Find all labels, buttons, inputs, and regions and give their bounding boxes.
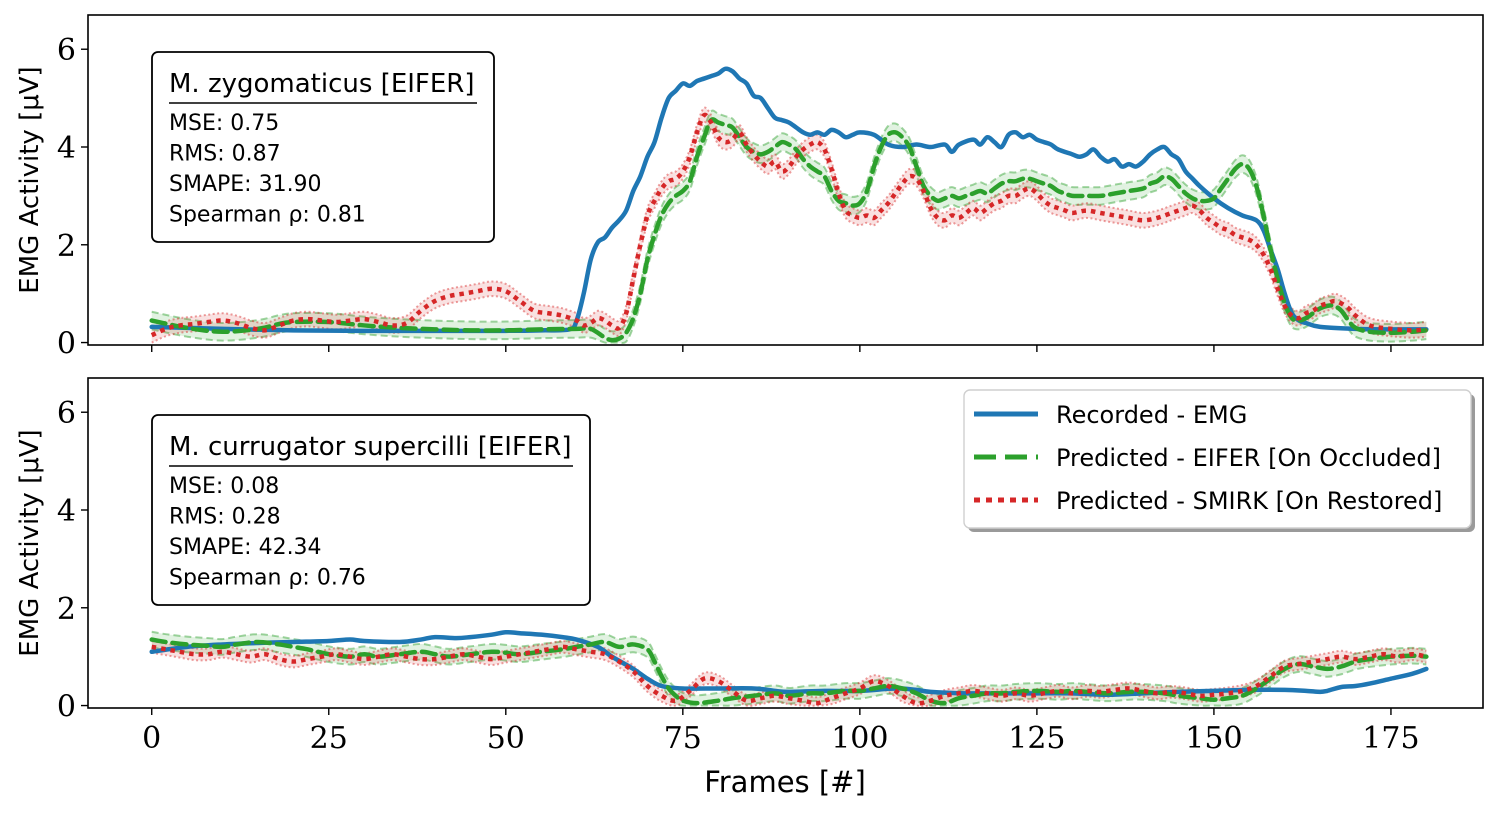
panel-currugator: 0 2 4 6 0 25 50 75 100 125 150 175 EMG Activity [μV]…: [15, 377, 1484, 756]
y-tick-label: 6: [57, 396, 76, 431]
x-tick-label: 175: [1362, 721, 1419, 756]
legend-frame: [963, 389, 1472, 529]
metrics-line: RMS: 0.87: [169, 142, 281, 167]
y-axis-label: EMG Activity [μV]: [15, 429, 45, 656]
legend: Recorded - EMG Predicted - EIFER [On Occl…: [963, 389, 1475, 532]
metrics-line: SMAPE: 42.34: [169, 535, 322, 560]
y-tick-label: 2: [57, 592, 76, 627]
y-axis-label: EMG Activity [μV]: [15, 66, 45, 293]
metrics-line: MSE: 0.08: [169, 474, 279, 499]
legend-label-smirk: Predicted - SMIRK [On Restored]: [1056, 487, 1442, 515]
y-tick-label: 6: [57, 33, 76, 68]
plot-area: [149, 629, 1429, 708]
panel-zygomaticus: 0 2 4 6 EMG Activity [μV] M. zygomaticus [EIF…: [15, 14, 1484, 362]
band-eifer: [151, 631, 1427, 706]
metrics-line: SMAPE: 31.90: [169, 172, 322, 197]
x-axis-label: Frames [#]: [704, 765, 866, 799]
x-tick-label: 150: [1185, 721, 1242, 756]
series-line-smirk: [150, 112, 1427, 338]
x-tick-label: 25: [310, 721, 348, 756]
metrics-title: M. currugator supercilli [EIFER]: [169, 432, 572, 462]
metrics-line: Spearman ρ: 0.81: [169, 203, 366, 228]
x-tick-label: 0: [142, 721, 161, 756]
x-tick-label: 75: [664, 721, 702, 756]
y-tick-label: 4: [57, 131, 76, 166]
series-line-smirk: [151, 644, 1427, 706]
x-tick-label: 125: [1008, 721, 1065, 756]
metrics-line: MSE: 0.75: [169, 111, 279, 136]
series-line-recorded: [149, 629, 1429, 698]
x-tick-label: 50: [487, 721, 525, 756]
axes-frame: [87, 14, 1484, 346]
band-lower-edge: [151, 646, 1427, 707]
metrics-box: M. currugator supercilli [EIFER] MSE: 0.0…: [151, 414, 591, 606]
y-tick-label: 0: [57, 327, 76, 362]
metrics-box: M. zygomaticus [EIFER] MSE: 0.75 RMS: 0.87…: [151, 51, 495, 243]
metrics-box-frame: [151, 414, 591, 606]
plot-area: [149, 66, 1429, 344]
metrics-line: RMS: 0.28: [169, 505, 281, 530]
series-line-eifer: [149, 117, 1429, 343]
series-line-recorded: [149, 66, 1429, 334]
axes-frame: [87, 377, 1484, 709]
metrics-title: M. zygomaticus [EIFER]: [169, 69, 475, 99]
y-tick-label: 4: [57, 494, 76, 529]
metrics-box-frame: [151, 51, 495, 243]
legend-label-eifer: Predicted - EIFER [On Occluded]: [1056, 444, 1441, 472]
y-tick-label: 2: [57, 229, 76, 264]
metrics-line: Spearman ρ: 0.76: [169, 566, 366, 591]
band-lower-edge: [151, 651, 1427, 708]
legend-label-recorded: Recorded - EMG: [1056, 401, 1247, 429]
series-line-eifer: [149, 637, 1429, 706]
x-tick-label: 100: [831, 721, 888, 756]
y-tick-label: 0: [57, 690, 76, 725]
